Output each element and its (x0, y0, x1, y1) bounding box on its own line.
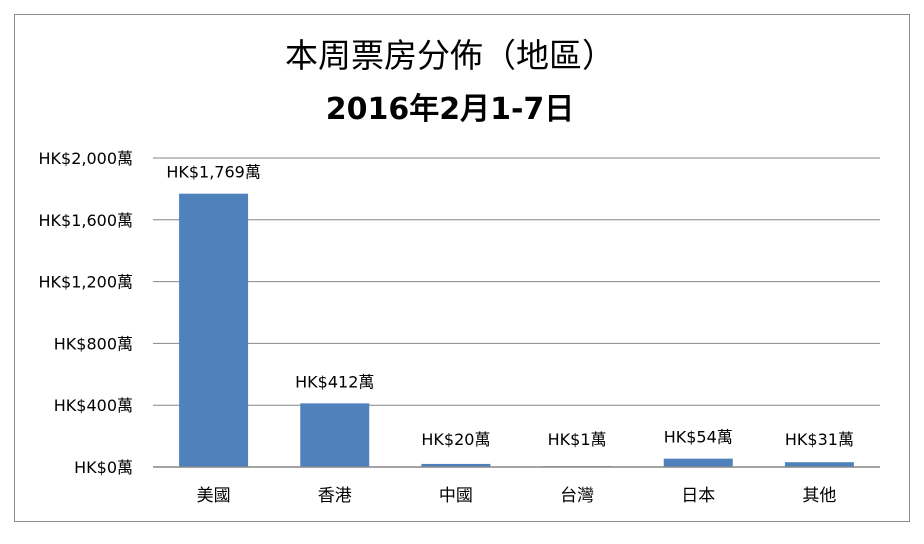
data-label: HK$54萬 (664, 428, 733, 447)
category-label: 其他 (802, 486, 836, 506)
category-label: 中國 (439, 486, 473, 506)
category-label: 日本 (681, 486, 715, 506)
chart-frame (14, 14, 910, 522)
bar-6 (784, 462, 854, 467)
y-tick-label: HK$1,200萬 (38, 273, 133, 292)
bar-5 (663, 458, 733, 467)
data-labels: HK$1,769萬 HK$412萬 HK$20萬 HK$1萬 HK$54萬 HK$31萬 (166, 163, 854, 449)
gridlines (153, 157, 880, 406)
data-label: HK$1萬 (548, 430, 607, 449)
category-label: 美國 (197, 486, 231, 506)
chart-title: 本周票房分佈（地區） (285, 36, 615, 75)
bar-1 (179, 193, 249, 467)
y-tick-label: HK$1,600萬 (38, 211, 133, 230)
category-label: 台灣 (560, 486, 594, 506)
chart-subtitle: 2016年2月1-7日 (326, 92, 575, 127)
data-label: HK$1,769萬 (166, 163, 261, 182)
bar-3 (421, 463, 491, 467)
bars (179, 193, 854, 467)
y-tick-label: HK$800萬 (54, 334, 133, 353)
y-tick-label: HK$2,000萬 (38, 149, 133, 168)
category-label: 香港 (318, 486, 352, 506)
data-label: HK$412萬 (295, 372, 374, 391)
y-tick-label: HK$400萬 (54, 396, 133, 415)
data-label: HK$31萬 (785, 430, 854, 449)
x-axis-category-labels: 美國 香港 中國 台灣 日本 其他 (197, 486, 837, 506)
y-tick-label: HK$0萬 (74, 458, 133, 477)
bar-2 (300, 403, 370, 467)
y-axis-tick-labels: HK$0萬 HK$400萬 HK$800萬 HK$1,200萬 HK$1,600萬 HK$… (38, 149, 133, 477)
data-label: HK$20萬 (421, 430, 490, 449)
